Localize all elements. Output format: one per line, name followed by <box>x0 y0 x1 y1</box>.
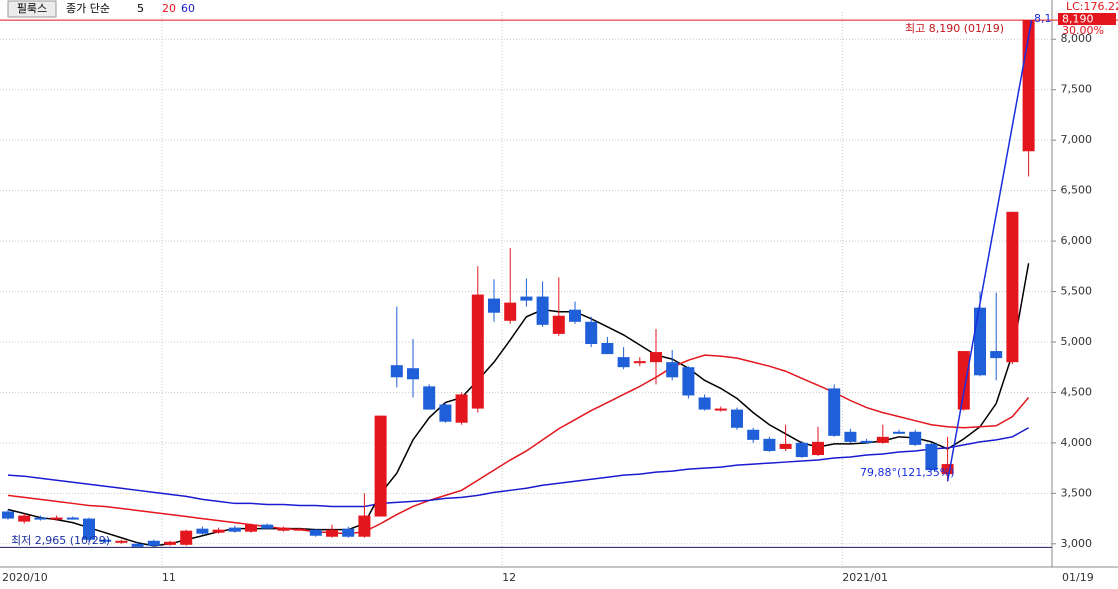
candle-body <box>925 443 938 471</box>
candle-body <box>471 294 484 409</box>
candle-body <box>115 540 128 543</box>
change-label: 30.00% <box>1062 24 1104 37</box>
y-tick-label: 5,000 <box>1061 335 1093 348</box>
ma-line <box>7 427 1029 508</box>
candle-body <box>779 443 792 449</box>
legend-prefix: 종가 단순 <box>66 2 110 15</box>
candle-body <box>2 511 14 519</box>
candle-body <box>342 528 355 537</box>
candle-body <box>617 357 630 368</box>
candle-body <box>50 517 63 520</box>
candle-body <box>83 518 95 540</box>
candle-body <box>228 527 241 532</box>
candle-body <box>536 296 549 325</box>
candle-body <box>18 515 31 522</box>
candle-body <box>585 321 598 344</box>
candle-body <box>876 436 889 443</box>
candle-body <box>358 515 371 537</box>
legend-entry: 20 <box>162 2 176 15</box>
candle-body <box>974 307 986 376</box>
candle-body <box>633 361 646 364</box>
y-tick-label: 4,000 <box>1061 436 1093 449</box>
candle-body <box>504 302 517 321</box>
candle-body <box>164 541 176 545</box>
candle-body <box>147 540 160 546</box>
stock-name[interactable]: 필룩스 <box>17 2 47 15</box>
candle-body <box>569 309 581 322</box>
candle-body <box>99 539 112 542</box>
trend-tip: 8,1 <box>1034 12 1052 25</box>
candle-body <box>196 528 209 534</box>
candle-body <box>844 431 857 442</box>
candle-body <box>293 528 306 531</box>
candle-body <box>212 529 225 533</box>
x-tick-label: 2021/01 <box>842 571 888 584</box>
y-tick-label: 6,500 <box>1061 184 1093 197</box>
candle-body <box>860 440 873 443</box>
candle-body <box>828 388 841 436</box>
candle-body <box>245 524 257 532</box>
candle-body <box>763 438 776 451</box>
candle-body <box>277 527 290 531</box>
y-tick-label: 6,000 <box>1061 234 1093 247</box>
candle-body <box>423 386 436 410</box>
candle-body <box>714 408 727 411</box>
candle-body <box>731 409 743 428</box>
ma-line <box>7 354 1030 535</box>
candle-body <box>941 464 954 475</box>
candle-body <box>439 404 452 422</box>
candle-body <box>131 543 144 547</box>
candle-body <box>488 298 500 313</box>
stock-button[interactable] <box>7 0 57 18</box>
candle-body <box>520 296 533 301</box>
candle-body <box>407 368 419 380</box>
candle-body <box>309 529 322 536</box>
candle-body <box>747 429 760 440</box>
candle-body <box>893 431 905 434</box>
x-tick-label: 12 <box>502 571 516 584</box>
y-tick-label: 3,500 <box>1061 486 1093 499</box>
legend-entry: 5 <box>137 2 144 15</box>
candle-body <box>795 442 808 458</box>
candle-body <box>698 397 711 410</box>
ma-line <box>7 263 1030 547</box>
candle-body <box>455 394 468 423</box>
price-box <box>1058 13 1116 25</box>
candle-body <box>682 367 695 396</box>
candle-body <box>909 431 922 445</box>
trend-line <box>946 19 1033 482</box>
candle-body <box>812 441 824 455</box>
last-date: 01/19 <box>1062 571 1094 584</box>
candle-body <box>66 517 79 520</box>
y-tick-label: 3,000 <box>1061 537 1093 550</box>
candle-body <box>1006 211 1019 363</box>
y-tick-label: 5,500 <box>1061 285 1093 298</box>
candle-body <box>552 315 565 334</box>
trend-label: 79,88°(121,35%) <box>860 466 955 479</box>
y-tick-label: 4,500 <box>1061 385 1093 398</box>
candle-body <box>374 415 387 517</box>
y-tick-label: 8,000 <box>1061 32 1093 45</box>
candle-body <box>666 362 679 378</box>
candle-body <box>34 517 47 520</box>
max-label: 최고 8,190 (01/19) <box>905 22 1004 35</box>
candle-body <box>390 365 403 378</box>
last-price: 8,190 <box>1062 13 1094 26</box>
y-tick-label: 7,000 <box>1061 133 1093 146</box>
candle-body <box>990 351 1003 359</box>
candle-body <box>326 529 338 537</box>
x-tick-label: 2020/10 <box>2 571 48 584</box>
candle-body <box>601 342 614 355</box>
candle-body <box>650 352 662 363</box>
candle-body <box>261 524 274 529</box>
min-label: 최저 2,965 (10/29) <box>11 534 110 547</box>
x-tick-label: 11 <box>162 571 176 584</box>
candle-body <box>957 351 970 410</box>
lc-label: LC:176.22 <box>1066 0 1118 13</box>
y-tick-label: 7,500 <box>1061 83 1093 96</box>
legend-entry: 60 <box>181 2 195 15</box>
candle-body <box>180 530 193 545</box>
